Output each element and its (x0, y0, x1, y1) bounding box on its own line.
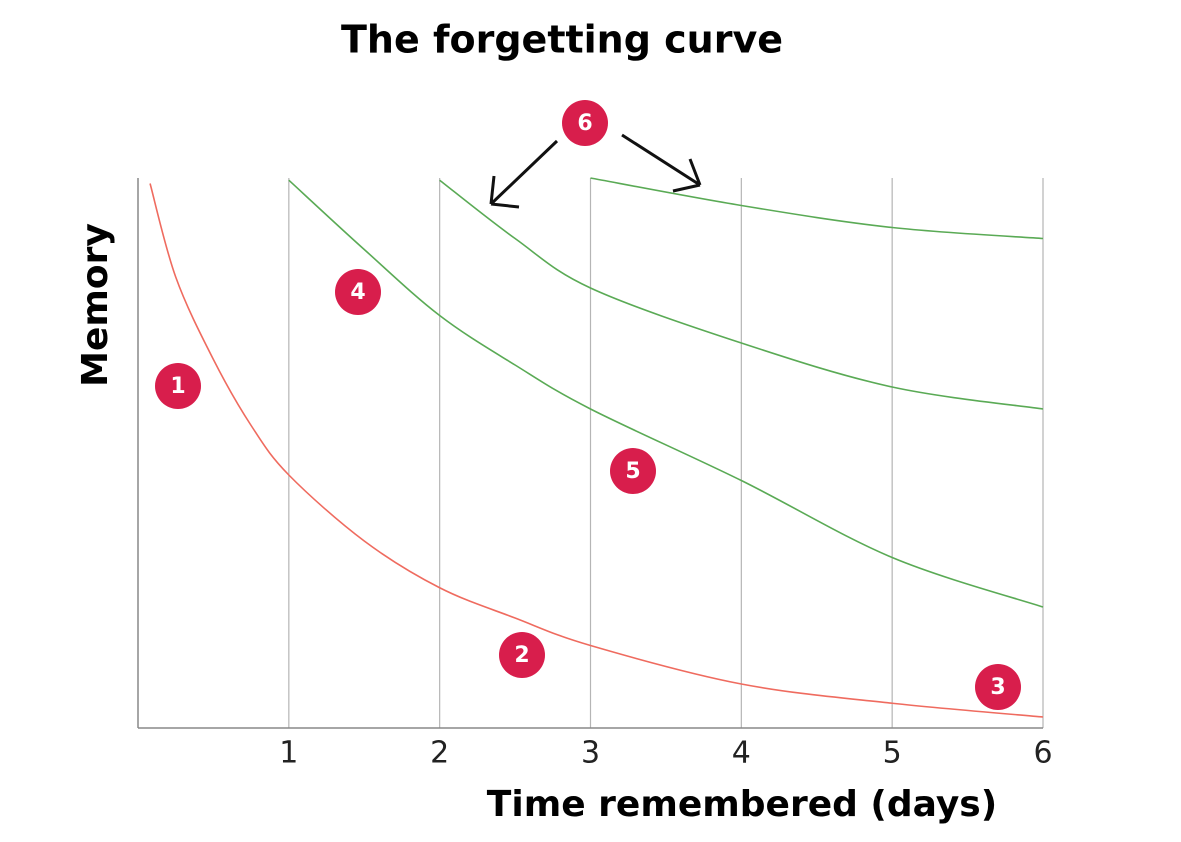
y-axis-label: Memory (75, 223, 116, 387)
curve (149, 183, 1044, 718)
arrows (489, 133, 702, 209)
annotation-badge: 6 (562, 100, 608, 146)
x-tick-label: 1 (279, 736, 298, 771)
x-tick-label: 2 (430, 736, 449, 771)
badge-circle (155, 363, 201, 409)
badge-circle (562, 100, 608, 146)
badge-label: 6 (577, 111, 592, 136)
chart-title: The forgetting curve (341, 18, 783, 62)
badge-circle (975, 664, 1021, 710)
badge-circle (499, 632, 545, 678)
arrow (621, 133, 702, 193)
curve (590, 177, 1044, 240)
badge-circle (610, 448, 656, 494)
annotation-badge: 3 (975, 664, 1021, 710)
badge-label: 3 (990, 675, 1005, 700)
arrow (489, 139, 559, 209)
badge-label: 1 (170, 374, 185, 399)
annotation-badge: 4 (335, 269, 381, 315)
curve (439, 179, 1044, 410)
badge-circle (335, 269, 381, 315)
x-tick-label: 6 (1033, 736, 1052, 771)
annotation-badge: 2 (499, 632, 545, 678)
annotation-badge: 5 (610, 448, 656, 494)
badge-label: 4 (350, 280, 365, 305)
badge-label: 2 (514, 643, 529, 668)
x-tick-label: 5 (883, 736, 902, 771)
annotation-badge: 1 (155, 363, 201, 409)
curve (288, 179, 1044, 608)
x-axis-label: Time remembered (days) (487, 784, 997, 825)
x-tick-label: 3 (581, 736, 600, 771)
x-tick-label: 4 (732, 736, 751, 771)
badge-label: 5 (625, 459, 640, 484)
